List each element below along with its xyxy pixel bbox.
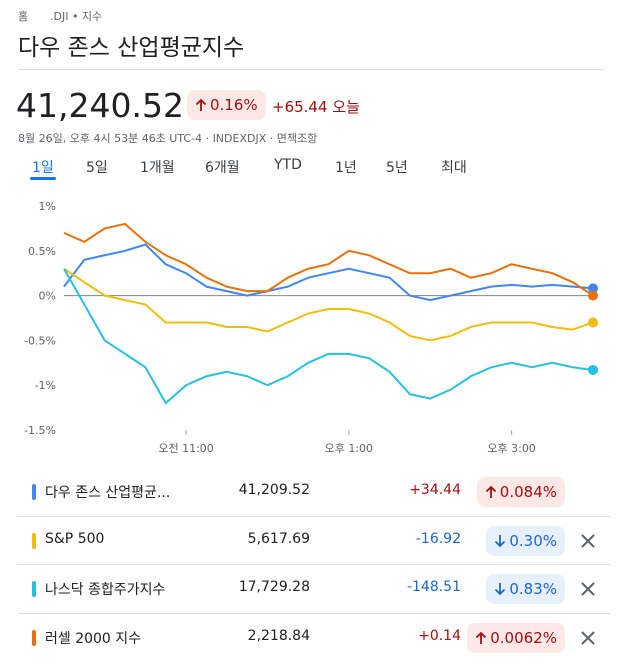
percent-text: 0.30% xyxy=(509,531,557,550)
series-end-dot xyxy=(588,317,598,328)
y-tick-label: -1.5% xyxy=(24,424,56,437)
row-change: -16.92 xyxy=(415,530,461,547)
arrow-icon xyxy=(495,534,506,547)
series-line xyxy=(63,243,594,302)
series-line xyxy=(63,267,594,342)
series-end-dot xyxy=(588,364,598,375)
tab[interactable]: 6개월 xyxy=(205,160,240,176)
arrow-path xyxy=(195,98,207,111)
row-pill: 0.084% xyxy=(476,477,565,507)
percent-pill-box: 0.83% xyxy=(486,574,565,605)
arrow-path xyxy=(495,583,506,596)
tab-underline xyxy=(30,177,56,180)
row-name: 나스닥 종합주가지수 xyxy=(45,582,166,599)
series-end-dot xyxy=(588,290,598,301)
price: 41,240.52 xyxy=(16,86,184,125)
row-change: +0.14 xyxy=(418,628,461,645)
tab[interactable]: 최대 xyxy=(441,160,467,176)
breadcrumb-home[interactable]: 홈 xyxy=(18,10,29,23)
row-divider xyxy=(18,613,610,615)
percent-pill-box: 0.16% xyxy=(187,90,266,120)
y-tick-label: 0.5% xyxy=(28,245,56,258)
tab[interactable]: YTD xyxy=(274,157,302,173)
percent-pill: 0.16% xyxy=(187,90,266,120)
x-tick-label: 오후 1:00 xyxy=(325,442,373,455)
row-name: S&P 500 xyxy=(45,530,105,547)
tab[interactable]: 1개월 xyxy=(140,160,175,176)
x-tick-label: 오전 11:00 xyxy=(158,442,213,455)
remove-button[interactable] xyxy=(580,581,596,597)
row-change: -148.51 xyxy=(406,579,461,596)
percent-pill-box: 0.084% xyxy=(476,477,565,507)
arrow-icon xyxy=(495,583,506,596)
legend-swatch xyxy=(32,532,36,549)
arrow-path xyxy=(485,485,496,498)
row-divider xyxy=(18,515,610,517)
remove-icon[interactable] xyxy=(581,582,595,597)
row-price: 5,617.69 xyxy=(247,530,310,547)
percent-pill-box: 0.0062% xyxy=(467,623,565,654)
breadcrumb-current: .DJI • 지수 xyxy=(50,10,103,23)
remove-icon[interactable] xyxy=(581,631,595,645)
arrow-path xyxy=(495,534,506,547)
row-divider xyxy=(18,564,610,566)
y-tick-label: 1% xyxy=(39,200,56,213)
row-pill: 0.0062% xyxy=(467,623,565,654)
percent-pill-box: 0.30% xyxy=(486,525,565,556)
row-pill: 0.30% xyxy=(486,525,565,556)
y-tick-label: -0.5% xyxy=(24,334,56,347)
arrow-path xyxy=(476,631,487,645)
row-price: 41,209.52 xyxy=(238,482,310,498)
divider xyxy=(18,69,605,70)
tab[interactable]: 5년 xyxy=(386,160,408,176)
legend-swatch xyxy=(32,581,36,598)
arrow-icon xyxy=(485,485,496,498)
legend-swatch xyxy=(32,630,36,647)
tab[interactable]: 5일 xyxy=(86,160,108,176)
row-price: 2,218.84 xyxy=(247,628,310,645)
series-end-dot xyxy=(588,283,598,294)
chart: 1% 0.5% 0% -0.5% -1% -1.5% 오전 11:00 오후 1:00 오후 3… xyxy=(24,200,598,455)
tab[interactable]: 1일 xyxy=(32,160,54,176)
percent-text: 0.0062% xyxy=(490,629,557,648)
remove-icon[interactable] xyxy=(581,533,595,548)
percent-text: 0.084% xyxy=(499,483,557,501)
remove-button[interactable] xyxy=(580,533,596,549)
arrow-icon xyxy=(476,631,487,645)
row-name: 러셀 2000 지수 xyxy=(45,631,142,648)
page-title: 다우 존스 산업평균지수 xyxy=(18,35,245,61)
percent-text: 0.16% xyxy=(210,96,258,114)
y-tick-label: -1% xyxy=(35,379,56,392)
percent-text: 0.83% xyxy=(509,580,557,599)
tab[interactable]: 1년 xyxy=(335,160,357,176)
row-pill: 0.83% xyxy=(486,574,565,605)
change-period: 오늘 xyxy=(332,98,360,116)
series-line xyxy=(63,222,594,297)
y-tick-label: 0% xyxy=(39,290,56,303)
arrow-icon xyxy=(195,98,207,111)
row-name: 다우 존스 산업평균... xyxy=(45,485,171,501)
row-change: +34.44 xyxy=(409,482,461,498)
series-line xyxy=(63,268,594,405)
x-tick-label: 오후 3:00 xyxy=(487,442,535,455)
legend-swatch xyxy=(32,484,36,500)
remove-button[interactable] xyxy=(580,630,596,646)
change: +65.44 오늘 xyxy=(272,96,360,117)
timestamp: 8월 26일, 오후 4시 53분 46초 UTC-4 · INDEXDJX ·… xyxy=(18,132,318,145)
change-value: +65.44 xyxy=(272,98,328,116)
row-price: 17,729.28 xyxy=(238,579,310,596)
